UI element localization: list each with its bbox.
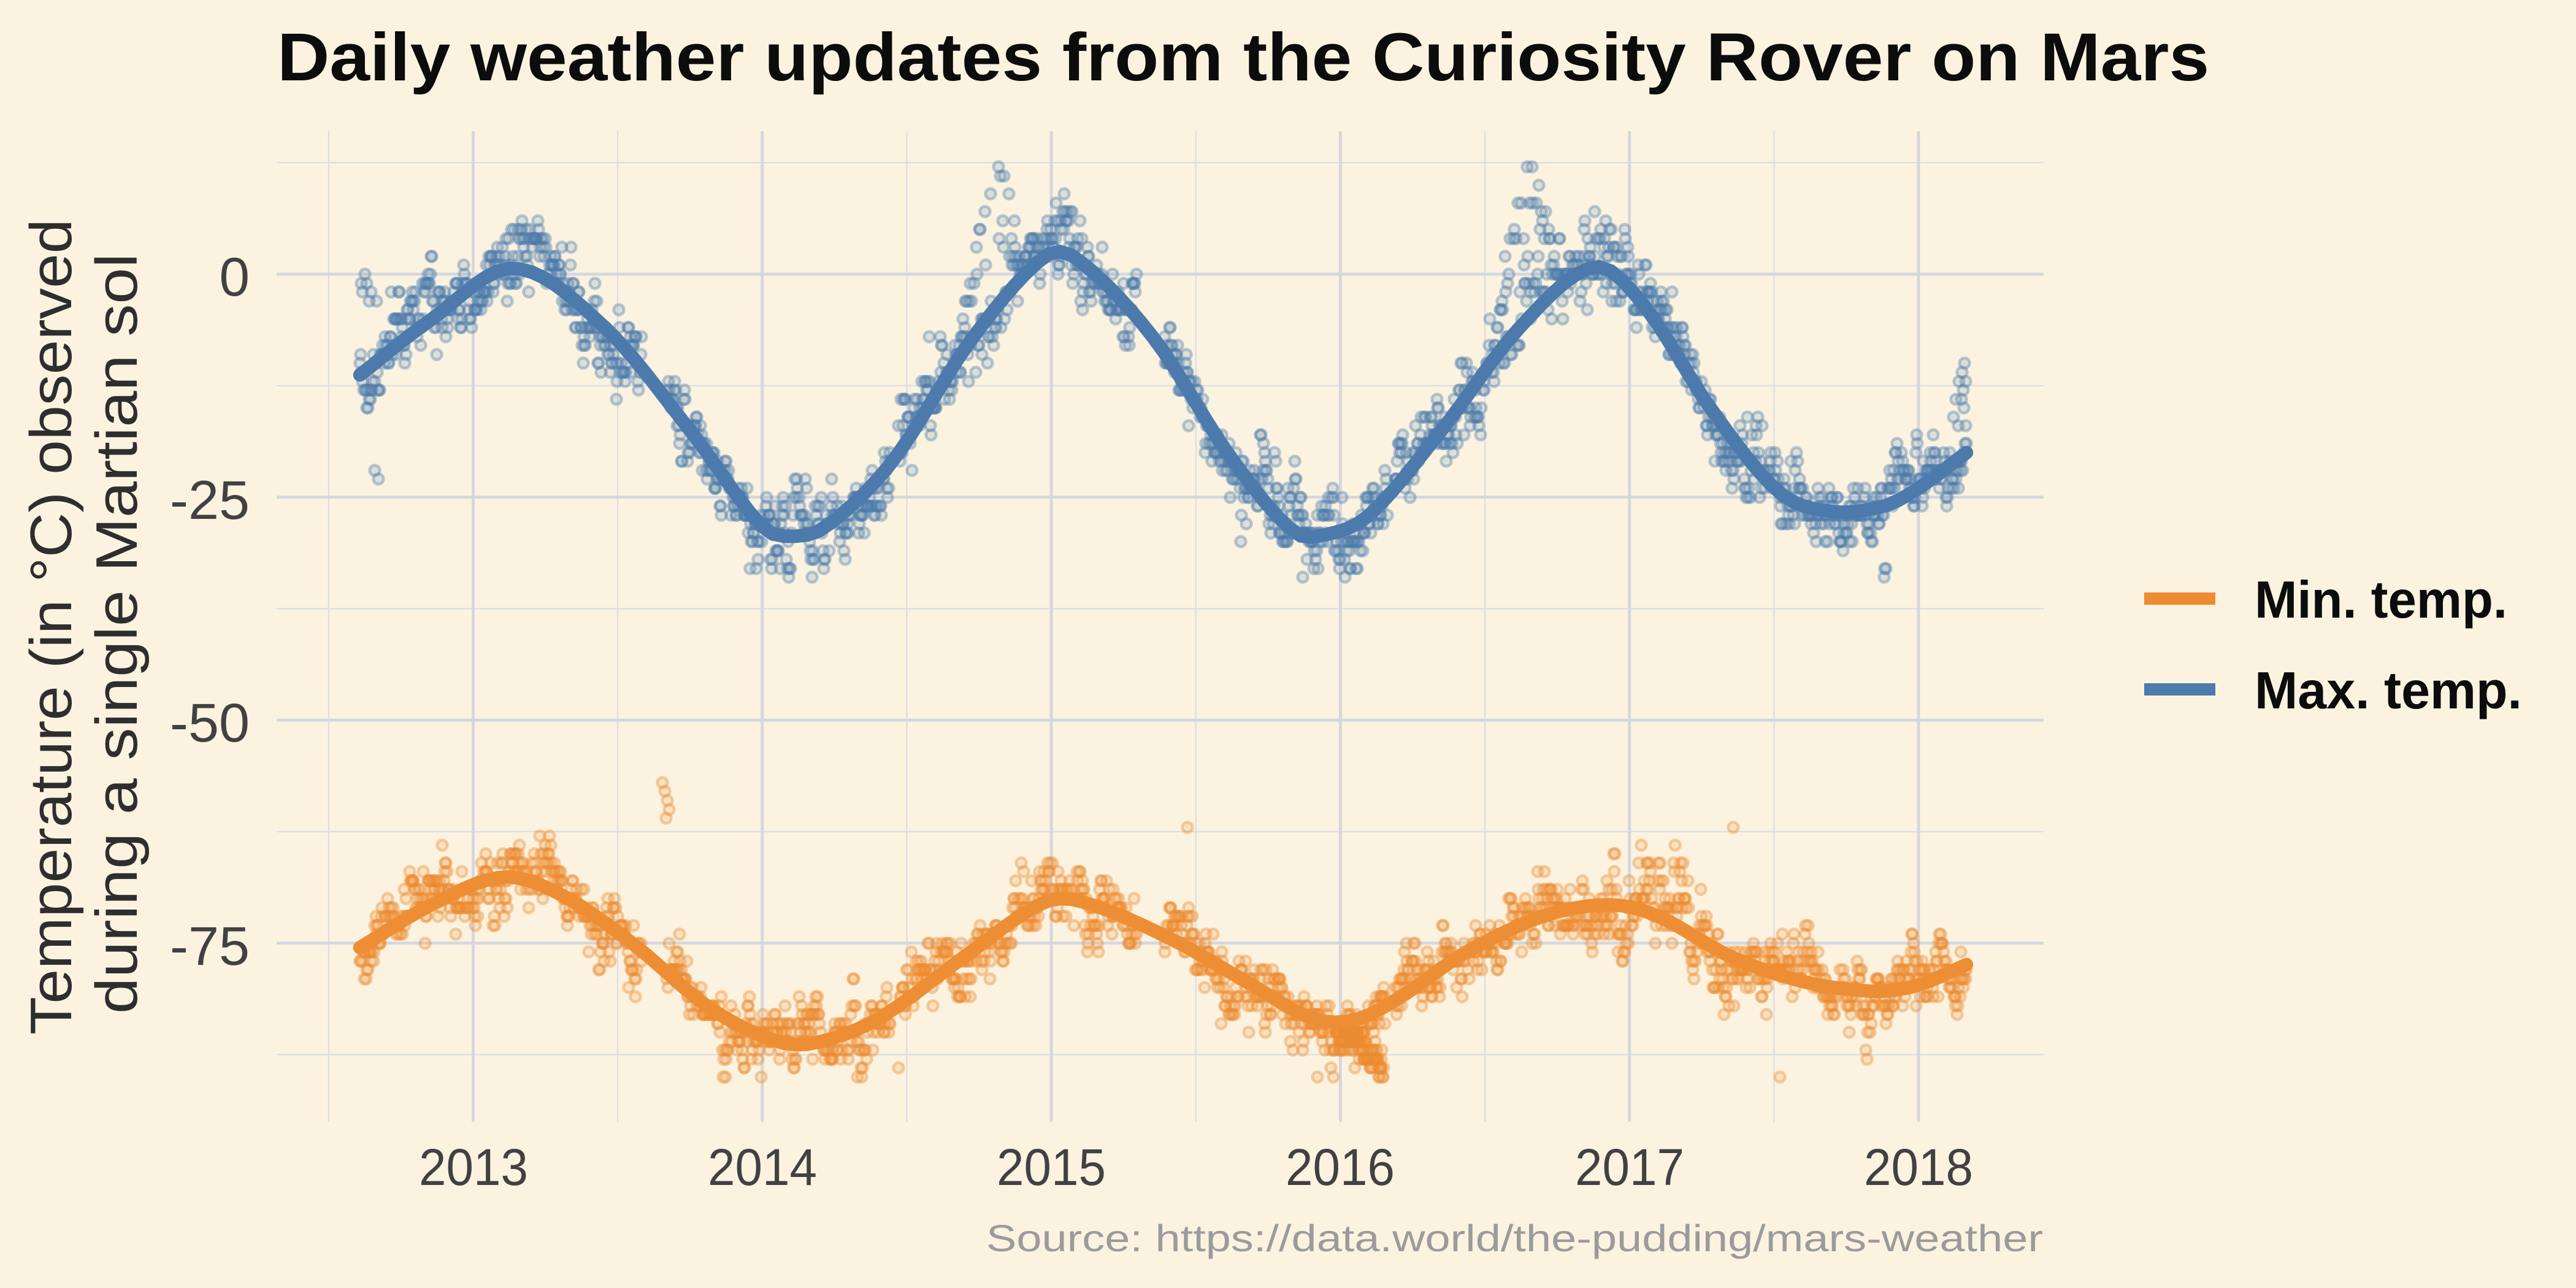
svg-text:Daily weather updates from the: Daily weather updates from the Curiosity… [277,20,2209,95]
svg-text:during a single Martian sol: during a single Martian sol [84,253,150,1014]
svg-text:2016: 2016 [1286,1138,1395,1196]
svg-text:2018: 2018 [1864,1138,1973,1196]
svg-text:Min. temp.: Min. temp. [2255,571,2507,629]
svg-text:Max. temp.: Max. temp. [2255,662,2522,720]
svg-text:Source: https://data.world/the: Source: https://data.world/the-pudding/m… [986,1217,2043,1259]
svg-text:-50: -50 [170,692,250,753]
svg-text:0: 0 [220,246,250,307]
svg-text:2013: 2013 [419,1138,528,1196]
svg-text:2014: 2014 [708,1138,817,1196]
svg-text:-25: -25 [170,469,250,531]
svg-text:2017: 2017 [1575,1138,1684,1196]
svg-text:Temperature (in °C) observed: Temperature (in °C) observed [18,219,84,1035]
svg-text:-75: -75 [170,915,250,976]
svg-text:2015: 2015 [997,1138,1106,1196]
